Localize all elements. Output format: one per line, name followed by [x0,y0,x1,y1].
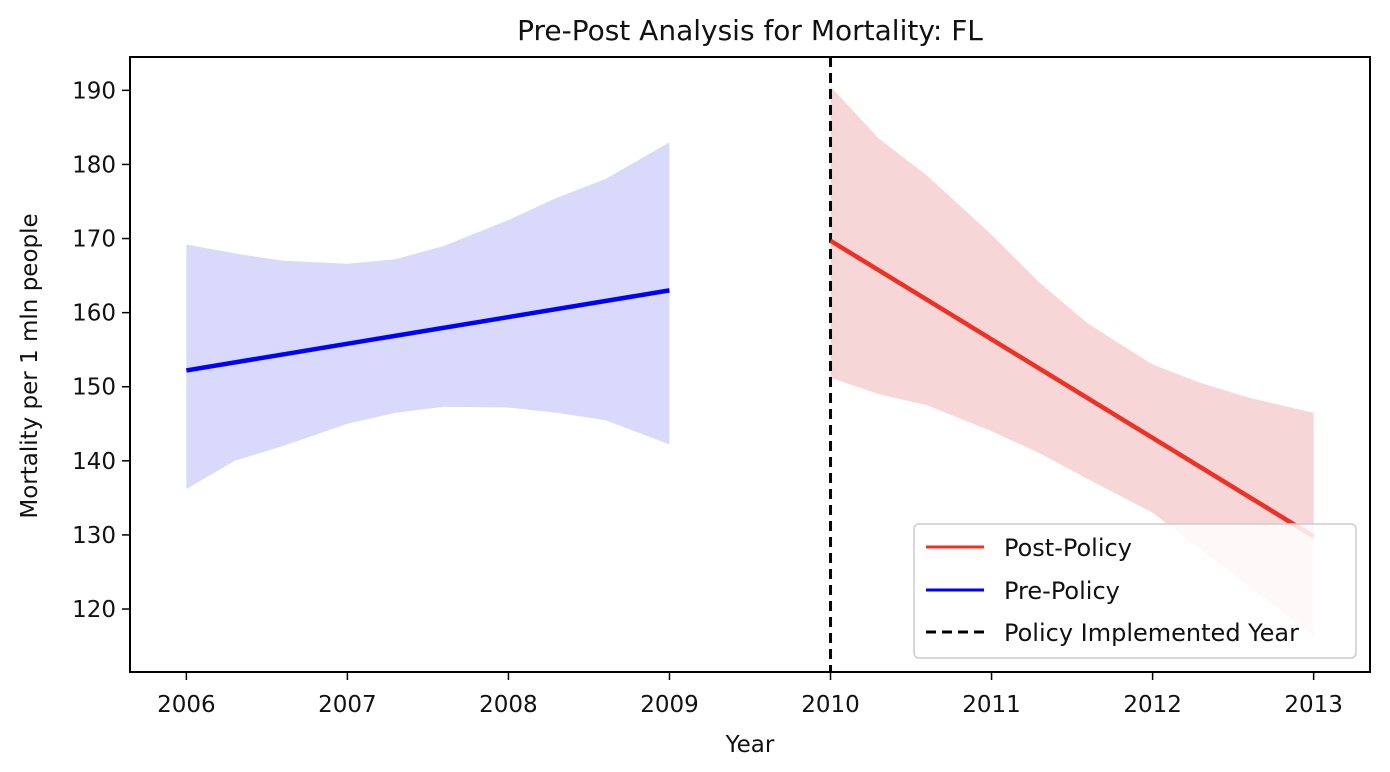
x-tick-label: 2011 [962,692,1021,718]
y-tick-label: 180 [72,152,116,178]
confidence-band-pre-policy [186,142,670,489]
legend-box [913,523,1357,659]
y-axis-label: Mortality per 1 mln people [17,213,43,518]
y-tick-label: 170 [72,227,116,253]
y-tick-label: 160 [72,301,116,327]
x-tick-label: 2006 [157,692,216,718]
plot-frame [129,56,1371,673]
y-tick-label: 190 [72,78,116,104]
x-axis: 2006 2007 2008 2009 2010 2011 2012 2013 [157,672,1343,718]
confidence-band-post-policy [830,86,1314,636]
plot-area [185,57,1315,672]
y-tick-label: 120 [72,597,116,623]
y-axis: 120 130 140 150 160 170 180 190 [72,78,130,623]
x-axis-label: Year [725,732,775,758]
legend-label-pre-policy: Pre-Policy [1004,577,1120,605]
legend: Post-Policy Pre-Policy Policy Implemente… [913,523,1357,659]
x-tick-label: 2013 [1284,692,1343,718]
y-tick-label: 150 [72,375,116,401]
x-tick-label: 2007 [318,692,377,718]
legend-label-post-policy: Post-Policy [1004,534,1132,562]
y-tick-label: 130 [72,523,116,549]
legend-label-policy-year: Policy Implemented Year [1004,619,1299,647]
x-tick-label: 2012 [1123,692,1182,718]
y-tick-label: 140 [72,449,116,475]
x-tick-label: 2010 [801,692,860,718]
trend-line-post-policy [829,238,1315,539]
x-tick-label: 2009 [640,692,699,718]
chart-title: Pre-Post Analysis for Mortality: FL [517,14,983,47]
trend-line-pre-policy [185,288,670,373]
x-tick-label: 2008 [479,692,538,718]
